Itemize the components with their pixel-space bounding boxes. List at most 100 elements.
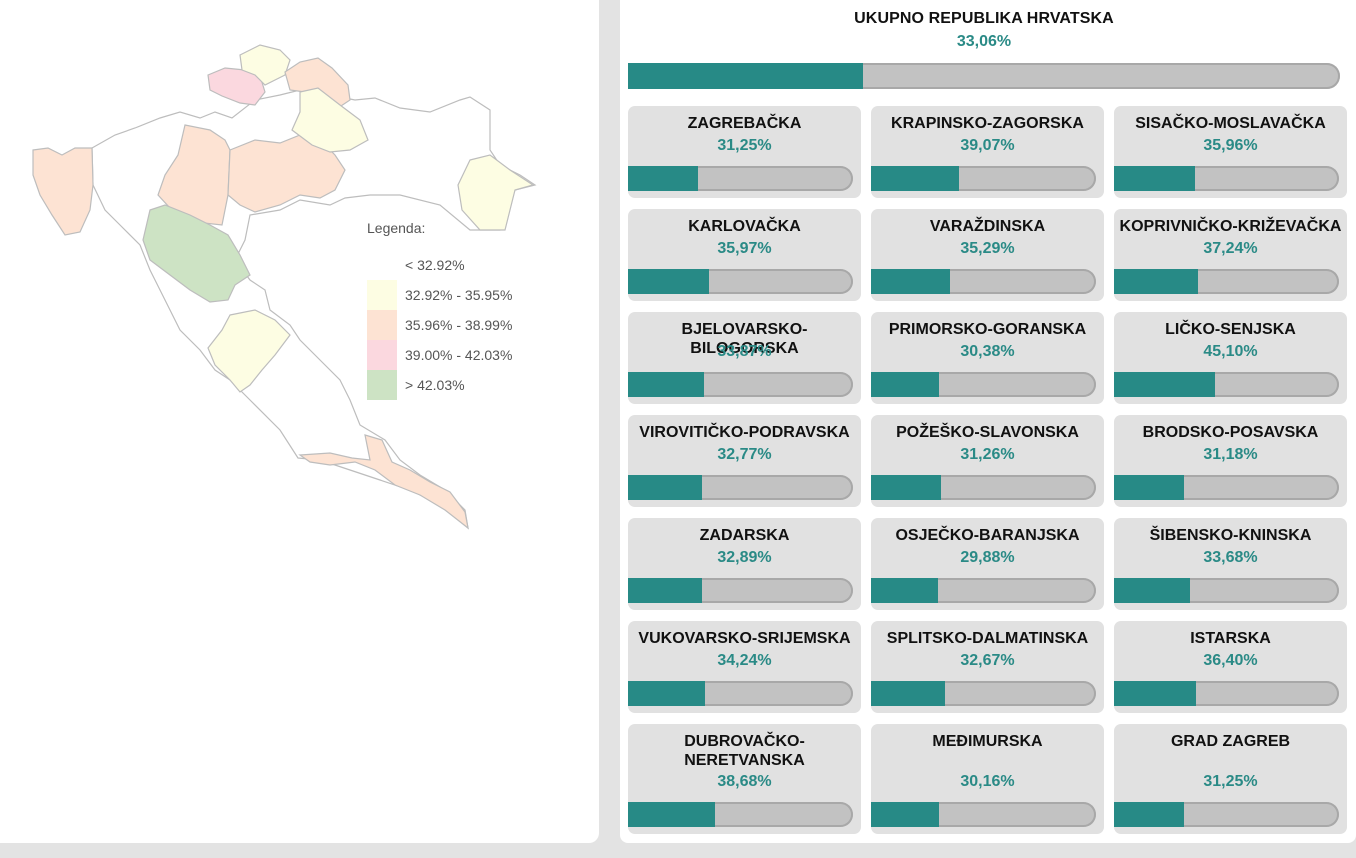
legend-item: > 42.03% <box>367 370 512 400</box>
county-percentage: 31,25% <box>1203 773 1258 790</box>
county-progress-fill <box>628 475 702 500</box>
county-name: ZAGREBAČKA <box>687 115 802 132</box>
county-progress-fill <box>628 269 709 294</box>
county-progress-fill <box>1114 269 1198 294</box>
county-card: BJELOVARSKO-BILOGORSKA 33,87% <box>628 312 861 404</box>
county-percentage: 37,24% <box>1203 240 1258 257</box>
county-card: VUKOVARSKO-SRIJEMSKA 34,24% <box>628 621 861 713</box>
county-progress-bar <box>628 269 853 294</box>
county-progress-fill <box>628 681 706 706</box>
county-name: BRODSKO-POSAVSKA <box>1142 424 1319 441</box>
county-progress-bar <box>1114 681 1339 706</box>
county-progress-bar <box>628 372 853 397</box>
county-name: PRIMORSKO-GORANSKA <box>888 321 1087 338</box>
legend-item: 39.00% - 42.03% <box>367 340 512 370</box>
county-percentage: 32,89% <box>717 549 772 566</box>
county-card: PRIMORSKO-GORANSKA 30,38% <box>871 312 1104 404</box>
county-card: ISTARSKA 36,40% <box>1114 621 1347 713</box>
county-name: POŽEŠKO-SLAVONSKA <box>896 424 1079 441</box>
county-card: ZAGREBAČKA 31,25% <box>628 106 861 198</box>
county-card: VARAŽDINSKA 35,29% <box>871 209 1104 301</box>
county-progress-fill <box>628 166 699 191</box>
county-percentage: 32,67% <box>960 652 1015 669</box>
results-panel: UKUPNO REPUBLIKA HRVATSKA 33,06% ZAGREBA… <box>620 0 1356 843</box>
county-progress-fill <box>1114 475 1185 500</box>
legend-swatch <box>367 280 397 310</box>
county-progress-fill <box>871 681 945 706</box>
county-progress-fill <box>628 372 705 397</box>
county-progress-fill <box>871 166 959 191</box>
county-name: KRAPINSKO-ZAGORSKA <box>891 115 1084 132</box>
county-progress-fill <box>871 578 939 603</box>
county-card: LIČKO-SENJSKA 45,10% <box>1114 312 1347 404</box>
legend-item: < 32.92% <box>367 250 512 280</box>
legend-label: < 32.92% <box>405 257 465 273</box>
county-card: SISAČKO-MOSLAVAČKA 35,96% <box>1114 106 1347 198</box>
map-region-karlovacka <box>157 124 231 226</box>
county-progress-fill <box>871 475 942 500</box>
map-region-krapinsko <box>207 67 266 106</box>
county-name: DUBROVAČKO-NERETVANSKA <box>684 733 805 769</box>
county-progress-fill <box>628 802 716 827</box>
county-progress-fill <box>1114 681 1196 706</box>
county-name: ŠIBENSKO-KNINSKA <box>1149 527 1312 544</box>
legend-item: 35.96% - 38.99% <box>367 310 512 340</box>
map-region-bjelovarsko <box>291 87 369 153</box>
legend-swatch <box>367 310 397 340</box>
county-percentage: 31,18% <box>1203 446 1258 463</box>
county-progress-bar <box>628 578 853 603</box>
total-percentage: 33,06% <box>956 33 1012 50</box>
county-percentage: 33,68% <box>1203 549 1258 566</box>
county-percentage: 31,26% <box>960 446 1015 463</box>
croatia-map <box>32 44 537 530</box>
county-name: KOPRIVNIČKO-KRIŽEVAČKA <box>1119 218 1342 235</box>
legend-item: 32.92% - 35.95% <box>367 280 512 310</box>
county-progress-bar <box>871 802 1096 827</box>
county-card: POŽEŠKO-SLAVONSKA 31,26% <box>871 415 1104 507</box>
map-region-licko <box>142 204 251 303</box>
county-card: VIROVITIČKO-PODRAVSKA 32,77% <box>628 415 861 507</box>
county-progress-fill <box>871 269 951 294</box>
county-name: ISTARSKA <box>1190 630 1271 647</box>
county-progress-bar <box>1114 372 1339 397</box>
county-percentage: 35,97% <box>717 240 772 257</box>
county-card: KRAPINSKO-ZAGORSKA 39,07% <box>871 106 1104 198</box>
county-progress-bar <box>871 269 1096 294</box>
county-card: OSJEČKO-BARANJSKA 29,88% <box>871 518 1104 610</box>
county-progress-bar <box>871 578 1096 603</box>
county-name: LIČKO-SENJSKA <box>1165 321 1296 338</box>
county-percentage: 32,77% <box>717 446 772 463</box>
county-progress-fill <box>1114 802 1185 827</box>
county-name: SISAČKO-MOSLAVAČKA <box>1135 115 1326 132</box>
county-progress-fill <box>628 578 702 603</box>
county-name: VIROVITIČKO-PODRAVSKA <box>639 424 850 441</box>
county-card: ZADARSKA 32,89% <box>628 518 861 610</box>
legend-swatch <box>367 250 397 280</box>
county-card: BRODSKO-POSAVSKA 31,18% <box>1114 415 1347 507</box>
map-panel: Legenda: < 32.92% 32.92% - 35.95% 35.96% -… <box>0 0 599 843</box>
county-progress-bar <box>1114 578 1339 603</box>
county-progress-bar <box>871 166 1096 191</box>
county-card: KOPRIVNIČKO-KRIŽEVAČKA 37,24% <box>1114 209 1347 301</box>
legend-title: Legenda: <box>367 220 426 236</box>
county-name: VUKOVARSKO-SRIJEMSKA <box>638 630 851 647</box>
county-progress-bar <box>628 166 853 191</box>
legend-label: 39.00% - 42.03% <box>405 347 513 363</box>
county-name: BJELOVARSKO-BILOGORSKA <box>681 321 808 357</box>
county-name: MEĐIMURSKA <box>932 733 1043 750</box>
county-percentage: 35,29% <box>960 240 1015 257</box>
total-name: UKUPNO REPUBLIKA HRVATSKA <box>854 10 1114 27</box>
total-progress-fill <box>628 63 864 89</box>
map-region-sibensko <box>207 309 291 393</box>
county-progress-bar <box>1114 269 1339 294</box>
county-name: SPLITSKO-DALMATINSKA <box>886 630 1089 647</box>
legend-swatch <box>367 340 397 370</box>
map-region-varazdinska <box>239 44 291 86</box>
county-progress-bar <box>1114 166 1339 191</box>
county-percentage: 36,40% <box>1203 652 1258 669</box>
county-card: GRAD ZAGREB 31,25% <box>1114 724 1347 834</box>
map-region-istarska <box>32 147 94 236</box>
county-progress-fill <box>1114 166 1195 191</box>
map-region-sisacko <box>227 134 346 213</box>
legend-label: 35.96% - 38.99% <box>405 317 513 333</box>
